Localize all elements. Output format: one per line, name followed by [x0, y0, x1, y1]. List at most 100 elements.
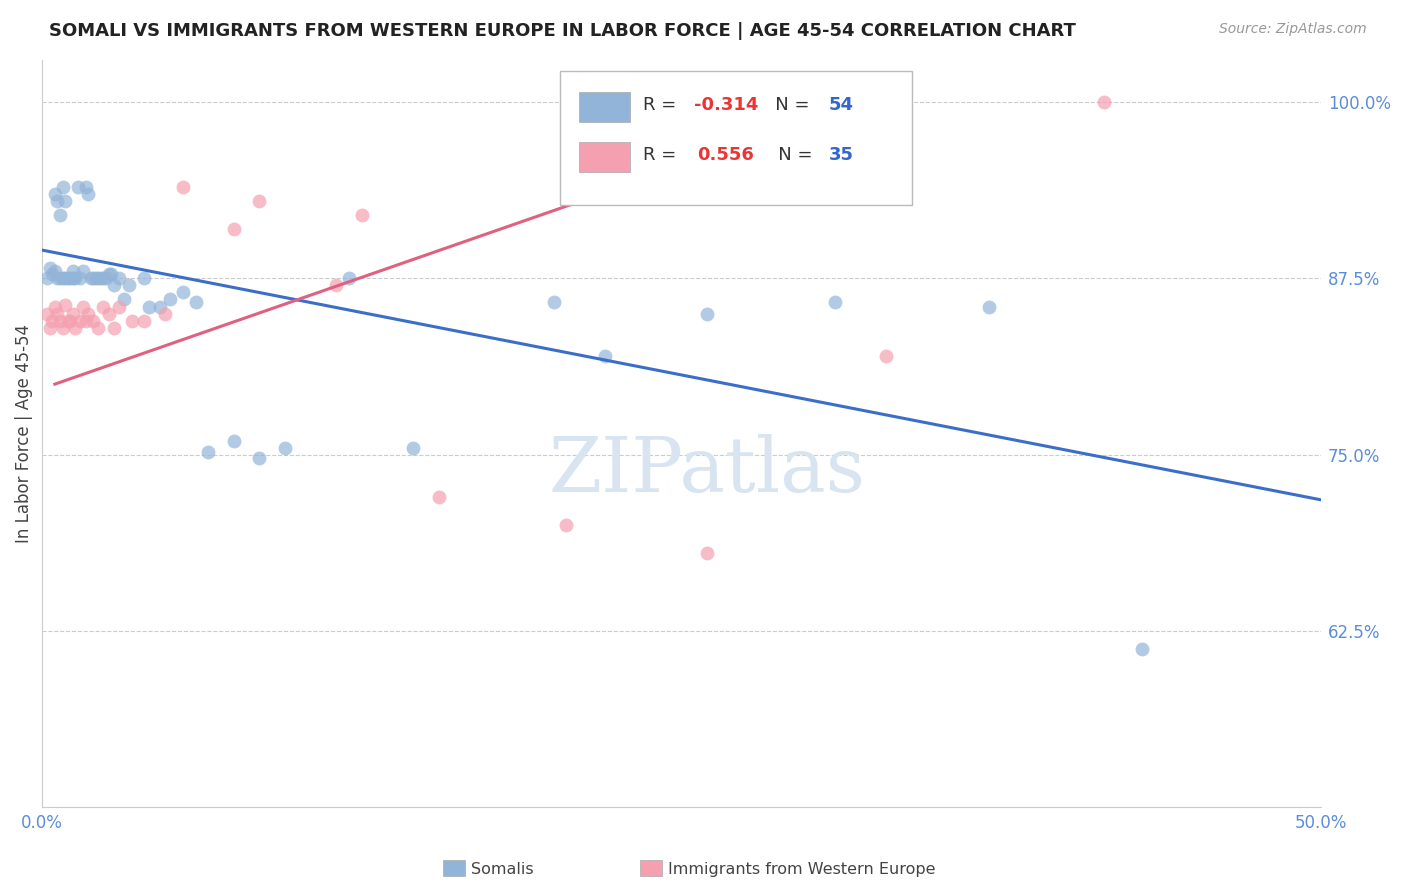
- Point: [66, 179, 89, 194]
- Point: [62, 271, 84, 285]
- Point: [87, 320, 110, 334]
- Text: N =: N =: [758, 96, 815, 114]
- Point: [77, 186, 100, 201]
- Point: [100, 267, 122, 281]
- Point: [325, 278, 347, 293]
- Point: [79, 271, 101, 285]
- Point: [56, 313, 79, 327]
- Point: [75, 313, 97, 327]
- Point: [249, 194, 271, 208]
- Point: [72, 264, 94, 278]
- Text: N =: N =: [761, 146, 818, 164]
- Point: [875, 349, 897, 363]
- Point: [824, 295, 846, 310]
- Point: [38, 320, 60, 334]
- Point: [696, 546, 718, 560]
- Point: [249, 450, 271, 465]
- Text: -0.314: -0.314: [695, 96, 759, 114]
- Point: [134, 271, 156, 285]
- Point: [222, 222, 245, 236]
- Text: ZIPatlas: ZIPatlas: [548, 434, 866, 508]
- Text: Immigrants from Western Europe: Immigrants from Western Europe: [668, 863, 935, 877]
- Point: [1130, 642, 1153, 657]
- Point: [59, 313, 82, 327]
- Point: [41, 267, 63, 281]
- Point: [337, 271, 360, 285]
- Point: [172, 179, 194, 194]
- Point: [84, 271, 107, 285]
- Point: [696, 307, 718, 321]
- Point: [69, 271, 91, 285]
- Point: [62, 264, 84, 278]
- Point: [75, 179, 97, 194]
- Point: [149, 300, 172, 314]
- Point: [65, 271, 87, 285]
- Text: 0.556: 0.556: [697, 146, 754, 164]
- Point: [197, 445, 219, 459]
- Point: [184, 295, 207, 310]
- Point: [62, 307, 84, 321]
- Point: [49, 208, 72, 222]
- Point: [103, 320, 125, 334]
- Point: [172, 285, 194, 300]
- FancyBboxPatch shape: [560, 70, 911, 205]
- Point: [593, 349, 616, 363]
- Text: 54: 54: [828, 96, 853, 114]
- Point: [37, 307, 59, 321]
- Point: [82, 313, 104, 327]
- Point: [38, 261, 60, 276]
- Point: [153, 307, 176, 321]
- Point: [51, 271, 73, 285]
- Point: [97, 307, 120, 321]
- Point: [77, 307, 100, 321]
- Point: [112, 293, 135, 307]
- Point: [46, 194, 69, 208]
- Text: Source: ZipAtlas.com: Source: ZipAtlas.com: [1219, 22, 1367, 37]
- Text: R =: R =: [643, 146, 688, 164]
- Text: Somalis: Somalis: [471, 863, 534, 877]
- Point: [107, 300, 129, 314]
- Point: [56, 271, 79, 285]
- Point: [44, 186, 66, 201]
- Text: 35: 35: [828, 146, 853, 164]
- Point: [44, 264, 66, 278]
- Point: [72, 300, 94, 314]
- Bar: [579, 142, 630, 172]
- Point: [134, 313, 156, 327]
- Point: [121, 313, 143, 327]
- Text: SOMALI VS IMMIGRANTS FROM WESTERN EUROPE IN LABOR FORCE | AGE 45-54 CORRELATION : SOMALI VS IMMIGRANTS FROM WESTERN EUROPE…: [49, 22, 1076, 40]
- Point: [53, 271, 76, 285]
- Point: [53, 194, 76, 208]
- Point: [51, 320, 73, 334]
- Y-axis label: In Labor Force | Age 45-54: In Labor Force | Age 45-54: [15, 324, 32, 543]
- Point: [49, 313, 72, 327]
- Point: [37, 271, 59, 285]
- Point: [46, 307, 69, 321]
- Point: [350, 208, 373, 222]
- Text: R =: R =: [643, 96, 682, 114]
- Point: [49, 271, 72, 285]
- Point: [1092, 95, 1115, 109]
- Point: [93, 271, 115, 285]
- Point: [41, 313, 63, 327]
- Point: [94, 271, 117, 285]
- Point: [107, 271, 129, 285]
- Point: [87, 271, 110, 285]
- Point: [93, 300, 115, 314]
- Point: [159, 293, 181, 307]
- Point: [90, 271, 112, 285]
- Point: [46, 271, 69, 285]
- Point: [402, 441, 425, 455]
- Point: [427, 490, 450, 504]
- Point: [82, 271, 104, 285]
- Bar: [579, 92, 630, 121]
- Point: [59, 271, 82, 285]
- Point: [977, 300, 1000, 314]
- Point: [97, 267, 120, 281]
- Point: [69, 313, 91, 327]
- Point: [44, 300, 66, 314]
- Point: [222, 434, 245, 448]
- Point: [138, 300, 160, 314]
- Point: [103, 278, 125, 293]
- Point: [65, 320, 87, 334]
